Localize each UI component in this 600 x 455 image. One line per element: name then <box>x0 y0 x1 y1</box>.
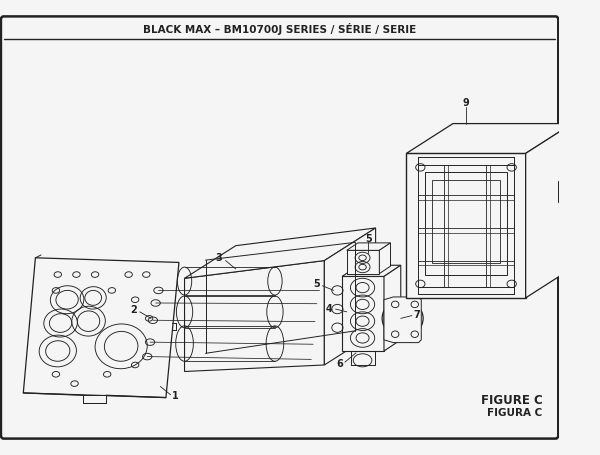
Polygon shape <box>347 243 391 250</box>
Polygon shape <box>384 297 421 343</box>
Text: BLACK MAX – BM10700J SERIES / SÉRIE / SERIE: BLACK MAX – BM10700J SERIES / SÉRIE / SE… <box>143 24 416 35</box>
Polygon shape <box>379 243 391 273</box>
Polygon shape <box>526 124 572 298</box>
Text: 7: 7 <box>414 310 421 320</box>
FancyBboxPatch shape <box>1 16 558 439</box>
Text: 1: 1 <box>172 391 179 401</box>
Polygon shape <box>185 261 325 371</box>
Polygon shape <box>418 165 514 287</box>
Text: 4: 4 <box>326 304 333 314</box>
Text: 6: 6 <box>336 359 343 369</box>
Text: 3: 3 <box>215 253 222 263</box>
Polygon shape <box>185 228 376 278</box>
Text: 9: 9 <box>463 98 469 108</box>
Text: FIGURA C: FIGURA C <box>487 409 542 419</box>
Polygon shape <box>325 228 376 365</box>
Bar <box>558 182 569 202</box>
Polygon shape <box>406 124 572 153</box>
Polygon shape <box>83 395 106 403</box>
Bar <box>425 172 507 274</box>
Bar <box>347 250 379 273</box>
Polygon shape <box>384 265 401 351</box>
Polygon shape <box>23 258 179 398</box>
Polygon shape <box>342 265 401 277</box>
Bar <box>342 277 384 351</box>
Text: 5: 5 <box>313 279 320 289</box>
Bar <box>580 135 596 152</box>
Text: FIGURE C: FIGURE C <box>481 394 542 407</box>
Polygon shape <box>406 153 526 298</box>
Bar <box>433 180 500 263</box>
Text: 2: 2 <box>130 305 137 315</box>
Text: 5: 5 <box>365 234 371 244</box>
